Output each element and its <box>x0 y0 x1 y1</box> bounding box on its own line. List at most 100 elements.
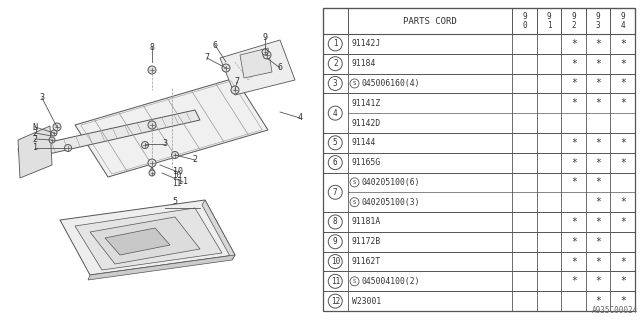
Polygon shape <box>75 78 268 177</box>
Circle shape <box>148 66 156 74</box>
Text: S: S <box>353 200 356 205</box>
Text: *: * <box>595 257 601 267</box>
Circle shape <box>263 51 271 59</box>
Text: 2: 2 <box>333 59 337 68</box>
Bar <box>323 34 635 54</box>
Text: 91162T: 91162T <box>351 257 381 266</box>
Text: 8: 8 <box>333 218 337 227</box>
Text: *: * <box>571 237 577 247</box>
Text: *: * <box>620 217 626 227</box>
Text: 91144: 91144 <box>351 138 376 147</box>
Text: 10: 10 <box>331 257 340 266</box>
Text: *: * <box>595 59 601 69</box>
Text: *: * <box>620 257 626 267</box>
Bar <box>323 291 635 311</box>
Text: *: * <box>620 276 626 286</box>
Bar <box>323 54 635 74</box>
Text: *: * <box>595 237 601 247</box>
Text: 040205100(6): 040205100(6) <box>362 178 420 187</box>
Text: 6: 6 <box>333 158 337 167</box>
Text: 9
0: 9 0 <box>522 12 527 30</box>
Text: 7: 7 <box>333 188 337 197</box>
Text: S: S <box>353 180 356 185</box>
Text: 91142D: 91142D <box>351 118 381 128</box>
Text: 040205100(3): 040205100(3) <box>362 198 420 207</box>
Text: 5: 5 <box>173 197 177 206</box>
Text: 2: 2 <box>193 156 198 164</box>
Text: *: * <box>571 59 577 69</box>
Text: 1: 1 <box>333 39 337 48</box>
Text: 9
1: 9 1 <box>547 12 552 30</box>
Text: *: * <box>595 158 601 168</box>
Circle shape <box>262 49 268 55</box>
Text: *: * <box>595 197 601 207</box>
Text: 4: 4 <box>333 109 337 118</box>
Text: 11: 11 <box>178 178 188 187</box>
Circle shape <box>172 151 179 158</box>
Text: 91142J: 91142J <box>351 39 381 48</box>
Circle shape <box>231 86 239 94</box>
Text: 2: 2 <box>33 129 38 138</box>
Text: S: S <box>353 279 356 284</box>
Polygon shape <box>90 217 200 264</box>
Text: *: * <box>571 158 577 168</box>
Text: *: * <box>595 276 601 286</box>
Text: *: * <box>620 138 626 148</box>
Text: *: * <box>595 138 601 148</box>
Text: *: * <box>571 217 577 227</box>
Polygon shape <box>88 255 235 280</box>
Text: *: * <box>595 217 601 227</box>
Text: *: * <box>620 59 626 69</box>
Bar <box>323 212 635 232</box>
Text: 11: 11 <box>172 180 181 188</box>
Text: 6: 6 <box>212 41 218 50</box>
Text: 3: 3 <box>333 79 337 88</box>
Polygon shape <box>202 200 235 260</box>
Text: *: * <box>571 138 577 148</box>
Text: *: * <box>595 177 601 188</box>
Text: 2: 2 <box>33 134 38 143</box>
Polygon shape <box>105 228 170 255</box>
Text: 10: 10 <box>172 172 181 180</box>
Text: *: * <box>571 257 577 267</box>
Text: *: * <box>620 78 626 88</box>
Text: *: * <box>595 39 601 49</box>
Bar <box>323 153 635 172</box>
Text: 5: 5 <box>333 138 337 147</box>
Polygon shape <box>60 200 235 275</box>
Text: 7: 7 <box>205 53 209 62</box>
Text: 1: 1 <box>33 143 38 153</box>
Circle shape <box>53 123 61 131</box>
Text: 11: 11 <box>331 277 340 286</box>
Text: *: * <box>620 197 626 207</box>
Circle shape <box>141 141 148 148</box>
Bar <box>323 172 635 212</box>
Circle shape <box>51 130 57 136</box>
Polygon shape <box>220 40 295 95</box>
Bar <box>323 93 635 133</box>
Polygon shape <box>18 110 200 160</box>
Text: *: * <box>595 78 601 88</box>
Circle shape <box>65 145 72 151</box>
Polygon shape <box>18 126 52 178</box>
Text: *: * <box>620 98 626 108</box>
Circle shape <box>149 170 155 176</box>
Bar <box>323 232 635 252</box>
Text: 6: 6 <box>278 63 282 73</box>
Circle shape <box>49 137 55 143</box>
Text: 10: 10 <box>173 167 183 177</box>
Polygon shape <box>75 208 222 270</box>
Text: 91172B: 91172B <box>351 237 381 246</box>
Bar <box>323 8 635 34</box>
Polygon shape <box>240 48 272 78</box>
Text: 9
2: 9 2 <box>572 12 576 30</box>
Text: 9: 9 <box>333 237 337 246</box>
Text: 4: 4 <box>298 114 303 123</box>
Text: 045006160(4): 045006160(4) <box>362 79 420 88</box>
Text: 8: 8 <box>150 43 154 52</box>
Text: *: * <box>571 177 577 188</box>
Text: PARTS CORD: PARTS CORD <box>403 17 457 26</box>
Text: A935C00024: A935C00024 <box>592 306 638 315</box>
Text: 91141Z: 91141Z <box>351 99 381 108</box>
Text: W23001: W23001 <box>351 297 381 306</box>
